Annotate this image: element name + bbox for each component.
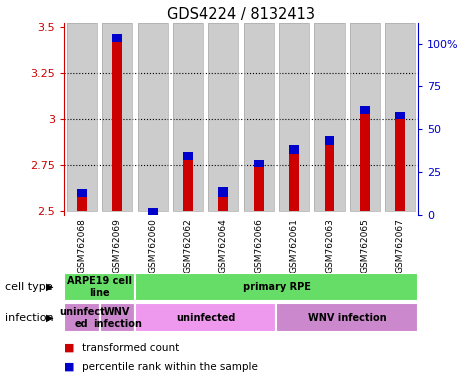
Bar	[289, 145, 299, 211]
Text: GSM762067: GSM762067	[396, 218, 405, 273]
FancyBboxPatch shape	[100, 303, 135, 332]
Text: GSM762068: GSM762068	[77, 218, 86, 273]
Bar	[360, 106, 370, 211]
Text: WNV
infection: WNV infection	[93, 307, 142, 329]
Text: GSM762064: GSM762064	[219, 218, 228, 273]
Bar	[173, 23, 203, 211]
Bar	[183, 152, 193, 160]
Bar	[289, 145, 299, 154]
Bar	[254, 160, 264, 211]
Text: ■: ■	[64, 362, 75, 372]
Text: GSM762069: GSM762069	[113, 218, 122, 273]
Bar	[314, 23, 344, 211]
Bar	[324, 136, 334, 145]
Bar	[148, 208, 158, 217]
Text: percentile rank within the sample: percentile rank within the sample	[82, 362, 258, 372]
Bar	[112, 34, 122, 41]
Bar	[102, 23, 132, 211]
Bar	[395, 112, 405, 211]
FancyBboxPatch shape	[64, 273, 135, 301]
Bar	[138, 23, 168, 211]
Text: GSM762060: GSM762060	[148, 218, 157, 273]
FancyBboxPatch shape	[64, 303, 100, 332]
Bar	[77, 189, 87, 197]
Bar	[183, 152, 193, 211]
Text: GSM762065: GSM762065	[361, 218, 370, 273]
Bar	[385, 23, 415, 211]
Bar	[148, 208, 158, 211]
Bar	[324, 136, 334, 211]
Text: GSM762061: GSM762061	[290, 218, 299, 273]
Text: GSM762062: GSM762062	[183, 218, 192, 273]
Bar	[254, 160, 264, 167]
Bar	[360, 106, 370, 114]
Bar	[244, 23, 274, 211]
FancyBboxPatch shape	[135, 273, 418, 301]
Text: infection: infection	[5, 313, 53, 323]
Text: transformed count: transformed count	[82, 343, 180, 353]
Bar	[77, 189, 87, 211]
Title: GDS4224 / 8132413: GDS4224 / 8132413	[167, 7, 315, 22]
Text: primary RPE: primary RPE	[243, 282, 310, 292]
Text: ARPE19 cell
line: ARPE19 cell line	[67, 276, 132, 298]
Bar	[395, 112, 405, 119]
Bar	[350, 23, 380, 211]
Bar	[218, 187, 228, 211]
Bar	[209, 23, 238, 211]
Bar	[279, 23, 309, 211]
Text: WNV infection: WNV infection	[308, 313, 387, 323]
Text: GSM762063: GSM762063	[325, 218, 334, 273]
Bar	[67, 23, 97, 211]
FancyBboxPatch shape	[276, 303, 418, 332]
Bar	[112, 34, 122, 211]
Text: ▶: ▶	[46, 313, 54, 323]
Text: GSM762066: GSM762066	[254, 218, 263, 273]
FancyBboxPatch shape	[135, 303, 276, 332]
Text: cell type: cell type	[5, 282, 52, 292]
Text: ■: ■	[64, 343, 75, 353]
Text: ▶: ▶	[46, 282, 54, 292]
Text: uninfect
ed: uninfect ed	[59, 307, 104, 329]
Bar	[218, 187, 228, 197]
Text: uninfected: uninfected	[176, 313, 236, 323]
